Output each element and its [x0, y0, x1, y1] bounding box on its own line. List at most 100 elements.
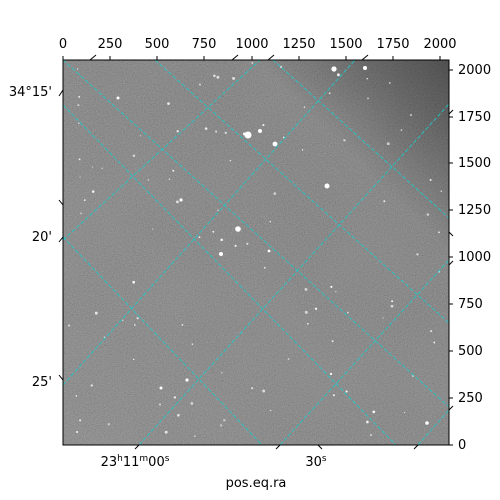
plot-frame — [62, 59, 450, 446]
star — [80, 212, 82, 215]
star — [383, 200, 386, 203]
right-tick-label: 0 — [458, 438, 466, 453]
grid-line — [63, 104, 397, 445]
bottom-ra-axis: 23h11m00s 30s pos.eq.ra — [101, 454, 327, 491]
tick-mark — [58, 236, 64, 243]
star — [204, 127, 208, 130]
star — [273, 192, 277, 195]
star — [426, 213, 430, 216]
tick-mark — [448, 405, 454, 411]
star — [152, 228, 154, 230]
star — [390, 304, 394, 308]
star — [303, 106, 306, 108]
star — [429, 178, 432, 182]
star — [440, 190, 443, 192]
tick-mark — [275, 444, 281, 450]
star — [224, 131, 227, 134]
star — [133, 324, 136, 326]
star — [386, 142, 390, 146]
star — [234, 244, 237, 247]
star — [215, 130, 218, 133]
star — [164, 430, 168, 434]
star — [219, 252, 223, 256]
left-tick-label: 25' — [32, 375, 52, 390]
star — [179, 198, 183, 202]
star — [221, 372, 223, 374]
tick-mark — [317, 444, 323, 450]
star — [147, 179, 149, 181]
star — [366, 420, 369, 424]
star — [363, 66, 367, 70]
star — [287, 358, 290, 360]
star — [372, 410, 376, 414]
star — [345, 390, 348, 393]
star — [132, 280, 136, 284]
star — [235, 226, 241, 232]
top-tick-label: 250 — [98, 37, 123, 52]
star — [269, 221, 271, 223]
star — [282, 136, 285, 139]
grid-line — [138, 103, 449, 445]
star — [194, 435, 196, 437]
star — [91, 190, 95, 193]
star — [232, 76, 236, 80]
tick-mark — [267, 54, 275, 61]
star — [324, 183, 330, 189]
right-tick-label: 1250 — [458, 203, 491, 218]
star — [220, 238, 224, 242]
star — [78, 158, 81, 161]
star — [101, 167, 103, 169]
star — [307, 323, 309, 325]
tick-mark — [58, 89, 64, 97]
star — [367, 97, 369, 100]
star — [185, 378, 189, 382]
tick-mark — [448, 109, 454, 115]
star — [391, 300, 394, 303]
tick-marks — [58, 54, 454, 450]
star — [190, 402, 194, 405]
grid-line — [272, 60, 449, 219]
star — [330, 285, 333, 288]
star — [304, 287, 308, 291]
star — [79, 176, 81, 178]
star — [242, 132, 246, 136]
star — [336, 73, 340, 77]
tick-mark — [134, 444, 140, 450]
right-tick-label: 500 — [458, 344, 483, 359]
star — [369, 433, 373, 437]
star — [430, 330, 433, 333]
star — [173, 396, 177, 399]
star — [78, 122, 80, 124]
star — [272, 141, 278, 147]
star — [267, 249, 271, 253]
star — [181, 323, 184, 326]
grid-line — [417, 409, 449, 445]
star — [172, 169, 175, 172]
star — [158, 403, 162, 406]
grid-line — [63, 60, 449, 408]
star — [251, 62, 254, 64]
star — [262, 123, 265, 127]
star — [132, 154, 136, 157]
star — [347, 311, 349, 314]
star — [91, 166, 94, 168]
star — [246, 242, 249, 245]
star — [229, 159, 232, 162]
star — [83, 199, 86, 201]
star — [177, 414, 180, 417]
star — [216, 75, 220, 79]
grid-line — [63, 60, 356, 386]
star — [176, 200, 179, 204]
star — [403, 411, 406, 414]
star — [301, 149, 304, 151]
top-tick-label: 0 — [59, 37, 67, 52]
left-tick-label: 34°15' — [9, 85, 52, 100]
star — [217, 209, 219, 212]
star — [400, 129, 403, 131]
top-tick-label: 750 — [192, 37, 217, 52]
star — [68, 324, 70, 327]
star — [132, 358, 135, 361]
star — [412, 375, 414, 377]
star — [433, 341, 436, 344]
star — [159, 386, 163, 390]
